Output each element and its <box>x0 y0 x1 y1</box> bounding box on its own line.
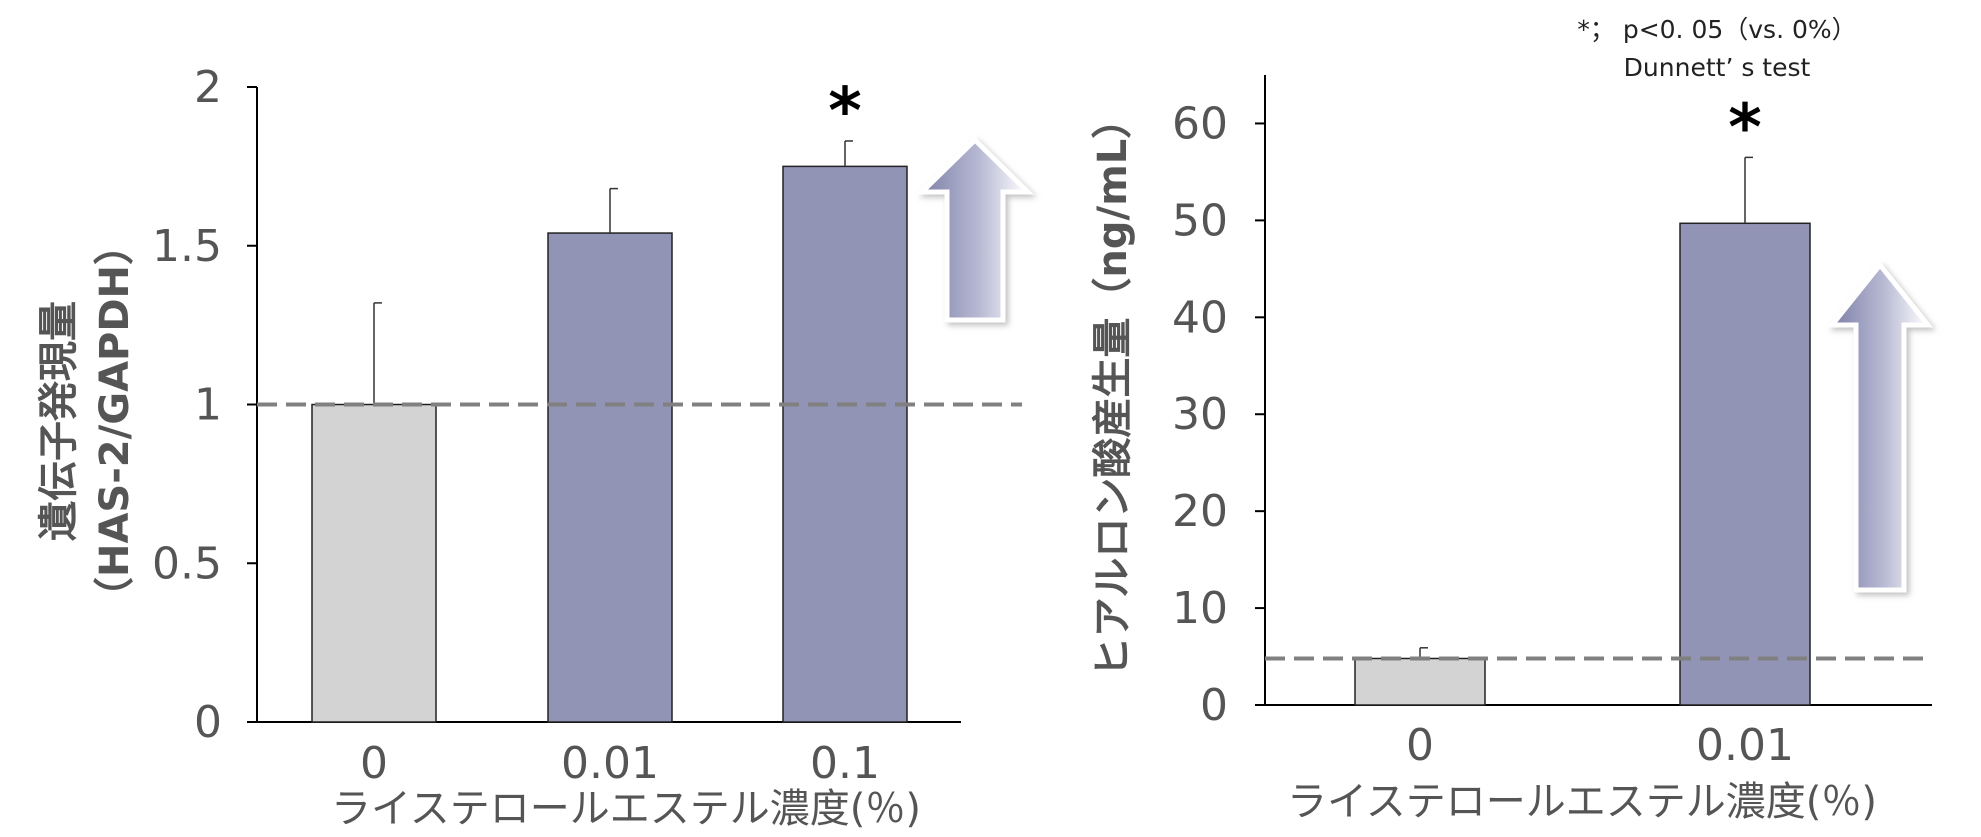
chart1-ylabel-line2: （HAS-2/GAPDH） <box>92 225 138 617</box>
chart1-category-label: 0.01 <box>561 738 659 789</box>
chart2-ylabel: ヒアルロン酸産生量（ng/mL） <box>1090 99 1136 678</box>
chart2-y-tick-label: 50 <box>1172 195 1228 246</box>
chart1-y-tick-label: 1 <box>194 380 222 431</box>
chart1-y-tick-label: 0 <box>194 697 222 748</box>
significance-note-line2: Dunnett’ s test <box>1624 53 1811 82</box>
chart2-y-tick-label: 40 <box>1172 292 1228 343</box>
chart2-y-tick-label: 0 <box>1200 680 1228 731</box>
chart2-category-label: 0 <box>1406 720 1434 771</box>
chart1-category-label: 0.1 <box>810 738 880 789</box>
chart-gene-expression: 遺伝子発現量 （HAS-2/GAPDH） 00.511.520 0.01 0.1* … <box>36 62 1035 832</box>
chart1-y-tick-label: 2 <box>194 62 222 113</box>
chart1-category-label: 0 <box>360 738 388 789</box>
chart2-y-tick-label: 10 <box>1172 583 1228 634</box>
chart2-category-label: 0.01 <box>1696 720 1794 771</box>
chart2-y-tick-label: 30 <box>1172 389 1228 440</box>
chart1-bar <box>547 232 673 723</box>
chart2-xlabel: ライステロールエステル濃度(％) <box>1287 779 1877 825</box>
chart1-up-arrow-icon <box>915 136 1035 323</box>
chart1-bar <box>782 165 908 723</box>
chart1-y-tick-label: 1.5 <box>152 221 222 272</box>
significance-note-line1: *； p<0. 05（vs. 0%） <box>1577 15 1856 44</box>
chart2-y-tick-label: 60 <box>1172 98 1228 149</box>
chart1-ylabel-line1: 遺伝子発現量 <box>36 301 82 541</box>
chart2-bar <box>1354 657 1486 706</box>
chart1-significance-marker: * <box>828 75 861 149</box>
chart1-y-tick-label: 0.5 <box>152 538 222 589</box>
chart2-plot: 0 10 20 30 40 50 60 0 0.01 * <box>1172 75 1934 771</box>
chart1-bar <box>311 403 437 723</box>
chart1-xlabel: ライステロールエステル濃度(％) <box>331 786 921 832</box>
chart2-y-tick-label: 20 <box>1172 486 1228 537</box>
chart1-plot: 0 0.5 1 1.5 2 0 0.01 0.1 * <box>152 62 1035 789</box>
chart2-significance-marker: * <box>1728 91 1761 165</box>
chart2-up-arrow-icon <box>1826 260 1934 593</box>
chart2-bar <box>1679 222 1811 706</box>
chart-hyaluronic-acid: ヒアルロン酸産生量（ng/mL） 0 10 20 30 40 50 60 0 0.01 * ライス… <box>1090 75 1934 825</box>
